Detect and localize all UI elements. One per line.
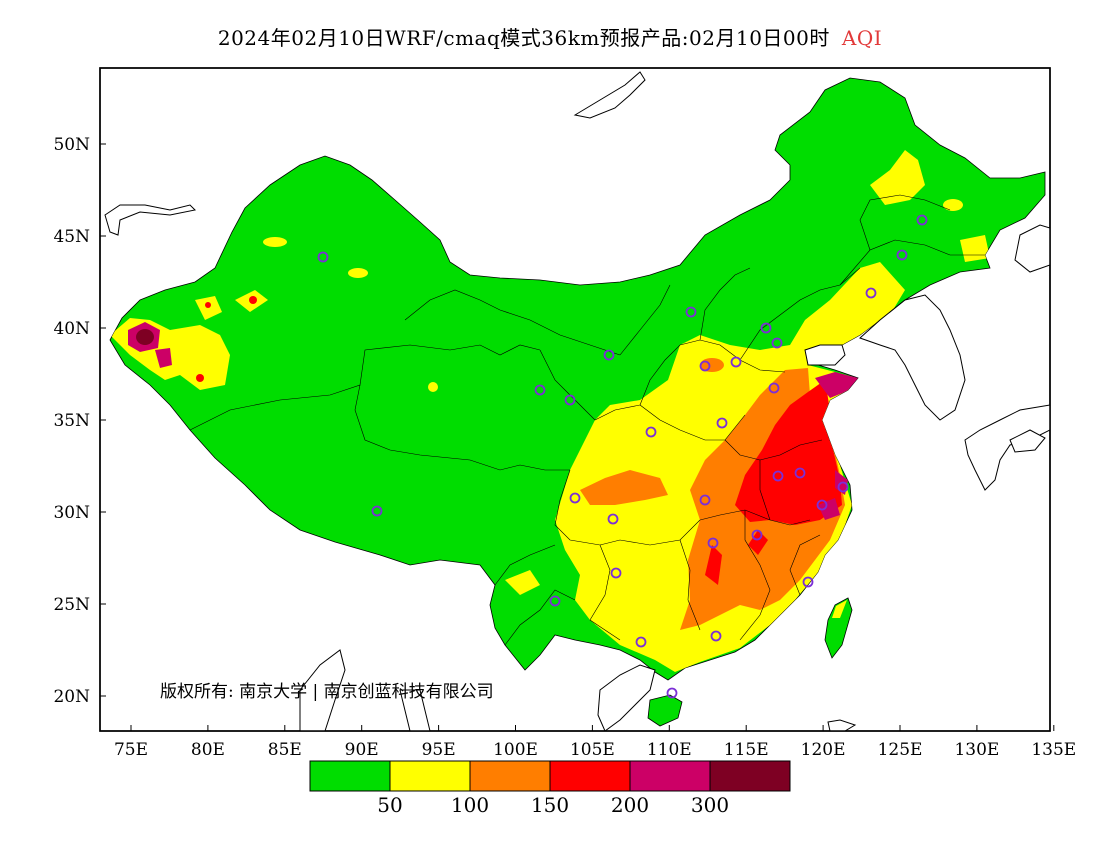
station-marker	[607, 513, 619, 525]
aqi-spot	[428, 382, 438, 392]
lat-tick-label: 50N	[53, 135, 90, 155]
aqi-spot	[196, 374, 204, 382]
aqi-zone-unhealthy-hubei	[748, 530, 768, 555]
station-marker	[685, 306, 697, 318]
station-marker	[534, 384, 546, 396]
legend-label: 300	[691, 793, 729, 817]
station-marker	[635, 636, 647, 648]
aqi-zone-unhealthy	[735, 380, 842, 525]
station-marker	[865, 287, 877, 299]
lat-tick-label: 30N	[53, 503, 90, 523]
legend-swatch	[629, 760, 711, 792]
aqi-spot	[348, 268, 368, 278]
station-marker	[771, 337, 783, 349]
station-marker	[896, 249, 908, 261]
province-boundaries	[189, 194, 985, 646]
legend-swatch	[469, 760, 551, 792]
taiwan-island	[824, 597, 853, 659]
station-marker	[751, 529, 763, 541]
legend-label: 100	[451, 793, 489, 817]
station-marker	[371, 505, 383, 517]
aqi-spot	[249, 296, 257, 304]
station-marker	[699, 494, 711, 506]
station-marker	[760, 322, 772, 334]
station-marker	[794, 467, 806, 479]
lon-tick-label: 130E	[954, 740, 999, 760]
lon-tick-label: 95E	[422, 740, 456, 760]
legend-swatch	[389, 760, 471, 792]
lat-tick-label: 20N	[53, 687, 90, 707]
taiwan-west-coast	[832, 600, 847, 618]
station-marker	[549, 595, 561, 607]
legend-swatch	[709, 760, 791, 792]
lat-tick-label: 35N	[53, 411, 90, 431]
station-marker	[716, 417, 728, 429]
station-marker	[610, 567, 622, 579]
longitude-axis: 75E 80E 85E 90E 95E 100E 105E 110E 115E 120E 125E 1…	[114, 725, 1076, 760]
station-marker	[768, 382, 780, 394]
aqi-spot	[943, 199, 963, 211]
station-marker	[699, 360, 711, 372]
aqi-spot	[205, 302, 211, 308]
lon-tick-label: 110E	[647, 740, 692, 760]
aqi-zone-hazardous	[136, 329, 154, 345]
lon-tick-label: 115E	[724, 740, 769, 760]
aqi-zone-very-unhealthy	[815, 372, 858, 398]
station-marker	[569, 492, 581, 504]
lon-tick-label: 120E	[801, 740, 846, 760]
station-marker	[730, 356, 742, 368]
monitoring-stations	[317, 214, 928, 699]
neighbor-outlines	[104, 71, 1050, 731]
aqi-zone-very-unhealthy-jiangsu	[818, 498, 840, 520]
aqi-zone-moderate-southwest	[505, 570, 540, 595]
aqi-zone-usg-sichuan	[580, 470, 668, 505]
station-marker	[772, 470, 784, 482]
lon-tick-label: 75E	[114, 740, 148, 760]
lon-tick-label: 135E	[1031, 740, 1076, 760]
lat-tick-label: 45N	[53, 227, 90, 247]
lon-tick-label: 80E	[191, 740, 225, 760]
lat-tick-label: 25N	[53, 595, 90, 615]
lon-tick-label: 85E	[268, 740, 302, 760]
station-marker	[666, 687, 678, 699]
hainan-island	[647, 694, 683, 727]
station-marker	[816, 499, 828, 511]
station-marker	[645, 426, 657, 438]
latitude-axis: 50N 45N 40N 35N 30N 25N 20N	[53, 135, 106, 707]
lon-tick-label: 105E	[570, 740, 615, 760]
pollutant-label: AQI	[841, 26, 883, 50]
station-marker	[837, 481, 849, 493]
copyright-text: 版权所有: 南京大学 | 南京创蓝科技有限公司	[160, 682, 494, 702]
station-marker	[317, 251, 329, 263]
station-marker	[710, 630, 722, 642]
legend-swatch	[309, 760, 391, 792]
aqi-zone-very-unhealthy-xinjiang2	[155, 348, 172, 368]
legend-label: 150	[531, 793, 569, 817]
station-marker	[564, 394, 576, 406]
aqi-zone-unhealthy-hunan	[705, 545, 722, 585]
aqi-zone-moderate-northeast	[870, 150, 925, 205]
legend-label: 50	[377, 793, 402, 817]
lon-tick-label: 125E	[878, 740, 923, 760]
station-marker	[916, 214, 928, 226]
lon-tick-label: 90E	[345, 740, 379, 760]
map-title: 2024年02月10日WRF/cmaq模式36km预报产品:02月10日00时 A…	[0, 22, 1100, 51]
lon-tick-label: 100E	[493, 740, 538, 760]
lat-tick-label: 40N	[53, 319, 90, 339]
legend-swatch	[549, 760, 631, 792]
aqi-spot	[263, 237, 287, 247]
aqi-color-legend: 50 100 150 200 300	[309, 760, 791, 817]
aqi-zone-moderate-xinjiang2	[195, 296, 222, 320]
station-marker	[603, 349, 615, 361]
station-marker	[802, 576, 814, 588]
title-text: 2024年02月10日WRF/cmaq模式36km预报产品:02月10日00时	[217, 26, 830, 50]
legend-label: 200	[611, 793, 649, 817]
station-marker	[707, 537, 719, 549]
